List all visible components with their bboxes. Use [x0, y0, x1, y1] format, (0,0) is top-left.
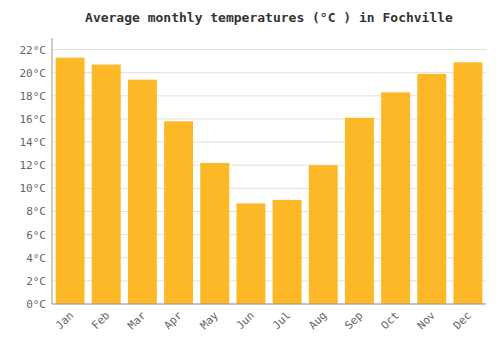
bar — [200, 163, 229, 304]
x-axis-line — [52, 304, 486, 305]
chart-svg: Average monthly temperatures (°C ) in Fo… — [0, 0, 500, 350]
x-tick-label: May — [198, 309, 222, 333]
bar — [417, 74, 446, 304]
y-tick-label: 2°C — [26, 275, 46, 288]
bar — [128, 80, 157, 304]
y-tick-label: 18°C — [20, 90, 47, 103]
bar — [381, 92, 410, 304]
bar — [453, 62, 482, 304]
grid-line — [52, 49, 486, 50]
bar — [273, 200, 302, 304]
y-tick-label: 8°C — [26, 205, 46, 218]
grid-line — [52, 304, 486, 305]
x-tick-label: Sep — [342, 309, 365, 332]
y-tick-labels: 0°C 2°C 4°C 6°C 8°C 10°C 12°C 14°C 16°C 18°C 20°C 2… — [20, 44, 47, 311]
x-tick-label: Jun — [234, 309, 257, 332]
bar — [236, 203, 265, 304]
x-tick-label: Aug — [306, 309, 329, 332]
x-tick-label: Jan — [53, 309, 76, 332]
x-tick-label: Mar — [125, 309, 149, 333]
y-tick-label: 0°C — [26, 298, 46, 311]
y-tick-label: 14°C — [20, 136, 47, 149]
x-tick-label: Feb — [89, 309, 112, 332]
y-axis-line — [52, 38, 53, 304]
bar — [92, 65, 121, 304]
chart-container: Average monthly temperatures (°C ) in Fo… — [0, 0, 500, 350]
y-tick-label: 20°C — [20, 67, 47, 80]
page: {"chart_data": {"type": "bar", "title": … — [0, 0, 500, 350]
y-tick-label: 6°C — [26, 229, 46, 242]
y-tick-label: 12°C — [20, 159, 47, 172]
y-grid — [52, 50, 486, 304]
title: Average monthly temperatures (°C ) in Fo… — [85, 10, 453, 25]
y-tick-label: 4°C — [26, 252, 46, 265]
x-tick-label: Nov — [415, 309, 439, 333]
y-tick-label: 22°C — [20, 44, 47, 57]
bar — [345, 118, 374, 304]
bars — [56, 58, 483, 304]
y-tick-label: 16°C — [20, 113, 47, 126]
y-tick-label: 10°C — [20, 182, 47, 195]
bar — [309, 165, 338, 304]
x-tick-label: Oct — [378, 309, 401, 332]
bar — [164, 121, 193, 304]
x-tick-label: Apr — [161, 309, 185, 333]
bar — [56, 58, 85, 304]
x-tick-labels: Jan Feb Mar Apr May Jun Jul Aug Sep Oct Nov Dec — [53, 309, 474, 333]
x-tick-label: Jul — [270, 309, 293, 332]
x-tick-label: Dec — [451, 309, 474, 332]
